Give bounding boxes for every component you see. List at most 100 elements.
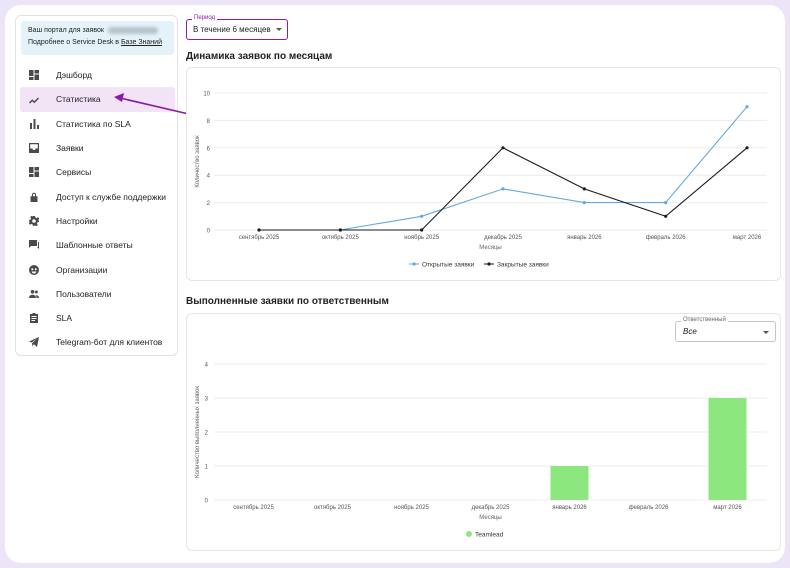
data-point [582, 201, 586, 205]
sidebar-item-10[interactable]: SLA [20, 306, 175, 330]
data-point [257, 228, 261, 232]
period-value: В течение 6 месяцев [193, 25, 271, 34]
chevron-down-icon [276, 28, 282, 31]
portal-url-blurred [108, 26, 158, 34]
sidebar-item-label: Настройки [56, 215, 98, 226]
legend-label: Teamlead [475, 532, 504, 539]
sidebar-item-11[interactable]: Telegram-бот для клиентов [20, 330, 175, 354]
users-icon [29, 289, 39, 299]
x-tick-label: декабрь 2025 [484, 235, 523, 241]
inbox-icon [29, 143, 39, 154]
legend-label: Открытые заявки [422, 262, 475, 269]
data-point [420, 214, 424, 218]
y-tick-label: 2 [207, 201, 211, 207]
sidebar-item-label: Дэшборд [56, 70, 93, 81]
x-tick-label: март 2026 [733, 235, 762, 241]
responsible-label: Ответственный [681, 317, 728, 323]
data-point [501, 187, 505, 191]
responsible-value: Все [683, 327, 697, 336]
organization-icon [29, 264, 39, 275]
sidebar-item-label: Сервисы [56, 167, 92, 178]
y-tick-label: 8 [207, 119, 211, 125]
portal-title: Ваш портал для заявок [28, 27, 104, 34]
sidebar-item-8[interactable]: Организации [20, 257, 175, 281]
data-point [420, 228, 424, 232]
x-axis-label: Месяцы [479, 515, 501, 521]
x-tick-label: февраль 2026 [646, 235, 686, 241]
sidebar-item-6[interactable]: Настройки [20, 209, 175, 233]
x-tick-label: февраль 2026 [629, 505, 669, 511]
sidebar-item-label: Telegram-бот для клиентов [56, 337, 163, 348]
data-point [664, 201, 668, 205]
chart1-card: 0 2 4 6 8 10 сентябрь 2025 октябрь 2025 ноябрь 2… [186, 67, 781, 281]
sidebar-item-7[interactable]: Шаблонные ответы [20, 233, 175, 257]
bar-4 [550, 466, 589, 500]
annotation-arrow-icon [114, 93, 194, 116]
sidebar-item-9[interactable]: Пользователи [20, 282, 175, 306]
dashboard-icon [29, 70, 39, 81]
line-chart: 0 2 4 6 8 10 сентябрь 2025 октябрь 2025 ноябрь 2… [195, 92, 767, 269]
chart1-title: Динамика заявок по месяцам [186, 51, 333, 62]
data-point [664, 214, 668, 218]
x-tick-label: ноябрь 2025 [404, 235, 439, 241]
knowledge-base-link[interactable]: Базе Знаний [120, 39, 162, 46]
sidebar-item-label: Статистика [56, 94, 101, 105]
legend-marker [487, 262, 491, 266]
series-line-0 [259, 106, 748, 231]
data-point [745, 105, 749, 109]
data-point [582, 187, 586, 191]
services-icon [29, 167, 39, 178]
sidebar-item-label: Пользователи [56, 288, 112, 299]
x-tick-label: декабрь 2025 [472, 505, 511, 511]
y-tick-label: 2 [205, 431, 209, 437]
x-tick-label: октябрь 2025 [314, 505, 352, 511]
x-tick-label: сентябрь 2025 [239, 235, 280, 241]
sidebar-item-label: Статистика по SLA [56, 118, 131, 129]
gear-icon [29, 215, 39, 226]
portal-info: Ваш портал для заявок Подробнее о Servic… [21, 21, 174, 55]
sidebar-item-2[interactable]: Статистика по SLA [20, 112, 175, 136]
x-tick-label: октябрь 2025 [322, 235, 360, 241]
sidebar-item-1[interactable]: Статистика [20, 87, 175, 112]
sidebar-item-label: Доступ к службе поддержки [56, 191, 166, 202]
sidebar: Ваш портал для заявок Подробнее о Servic… [15, 15, 178, 356]
x-tick-label: январь 2026 [552, 505, 587, 511]
y-axis-label: Количество заявок [195, 135, 201, 188]
y-tick-label: 3 [205, 397, 209, 403]
sidebar-item-label: Организации [56, 264, 108, 275]
responsible-select[interactable]: Ответственный Все [675, 317, 776, 342]
sidebar-menu: Дэшборд Статистика Статистика по SLA Заявки… [20, 63, 175, 355]
sidebar-item-label: Шаблонные ответы [56, 240, 133, 251]
y-axis-label: Количество выполненных заявок [195, 386, 201, 478]
sidebar-item-label: SLA [56, 313, 73, 324]
sidebar-item-5[interactable]: Доступ к службе поддержки [20, 184, 175, 208]
data-point [338, 228, 342, 232]
y-tick-label: 0 [205, 499, 209, 505]
portal-more-text: Подробнее о Service Desk в [28, 39, 121, 46]
y-tick-label: 4 [207, 174, 211, 180]
sidebar-item-0[interactable]: Дэшборд [20, 63, 175, 87]
sidebar-item-3[interactable]: Заявки [20, 136, 175, 160]
chart2-card: 0 1 2 3 4 сентябрь 2025 октябрь 2025 ноябрь 202… [186, 313, 781, 551]
x-tick-label: сентябрь 2025 [233, 505, 274, 511]
y-tick-label: 6 [207, 146, 211, 152]
legend-marker [412, 262, 416, 266]
y-tick-label: 4 [205, 363, 209, 369]
bar-chart: 0 1 2 3 4 сентябрь 2025 октябрь 2025 ноябрь 202… [195, 363, 767, 539]
clipboard-icon [29, 313, 39, 324]
x-tick-label: март 2026 [713, 505, 742, 511]
telegram-icon [29, 337, 39, 348]
legend-label: Закрытые заявки [497, 262, 549, 269]
period-select[interactable]: Период В течение 6 месяцев [186, 15, 288, 40]
bar-6 [708, 398, 747, 500]
x-tick-label: ноябрь 2025 [394, 505, 429, 511]
sidebar-item-4[interactable]: Сервисы [20, 160, 175, 184]
data-point [501, 146, 505, 150]
period-label: Период [192, 15, 218, 21]
chevron-down-icon [763, 331, 769, 334]
bar-chart-icon [29, 118, 39, 129]
chat-icon [29, 240, 39, 250]
legend-marker [466, 531, 472, 537]
y-tick-label: 0 [207, 229, 211, 235]
lock-icon [29, 192, 39, 202]
